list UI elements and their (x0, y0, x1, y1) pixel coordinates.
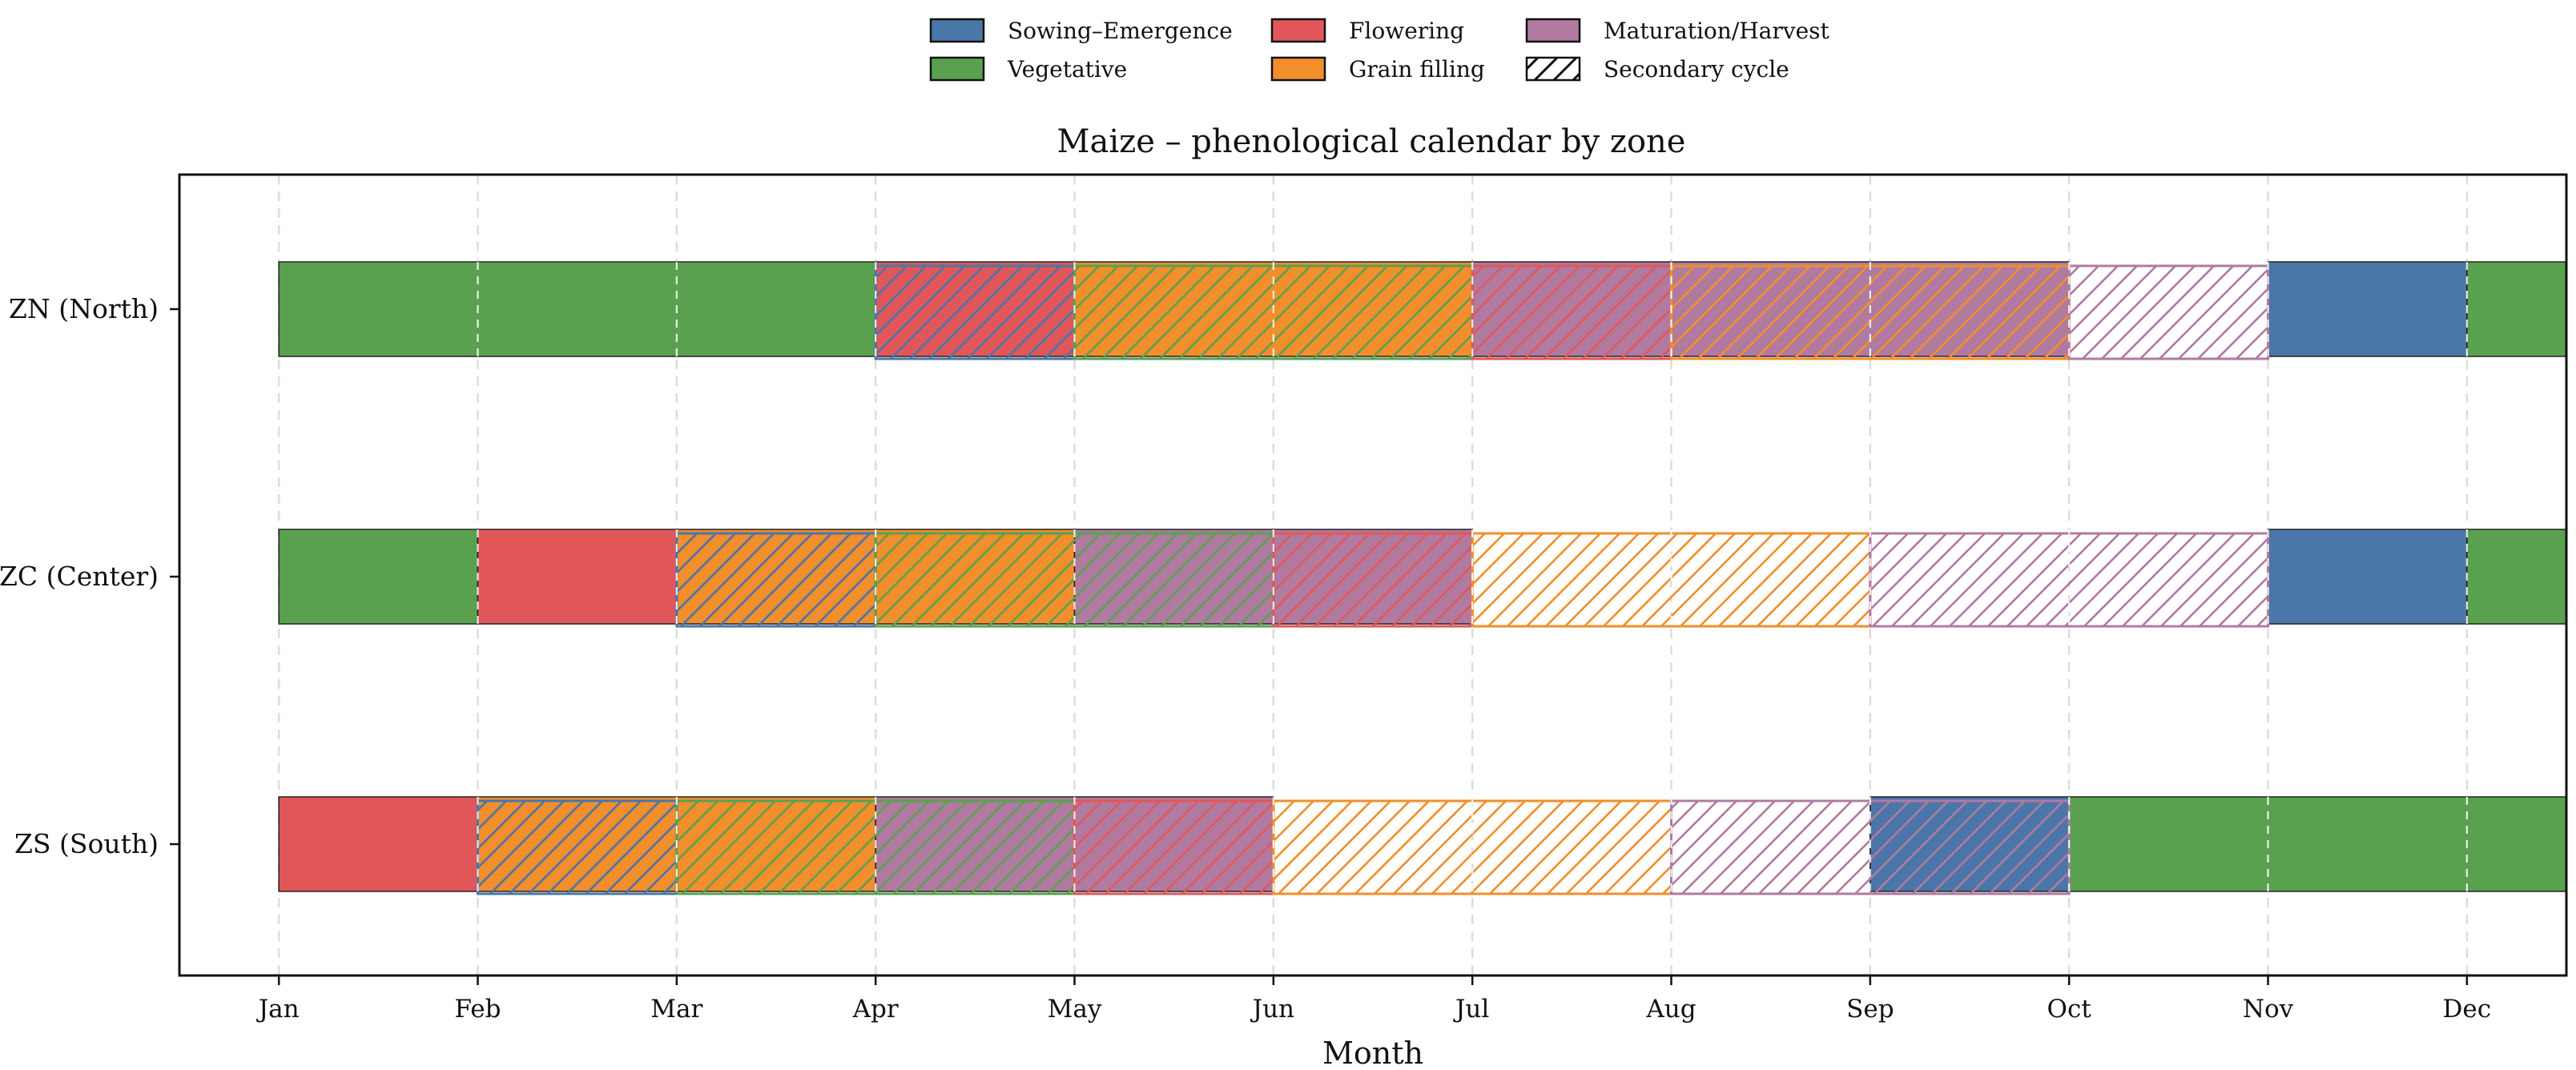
legend-label-vegetative: Vegetative (1007, 56, 1127, 82)
bar-main-1-sowing-4 (2267, 529, 2468, 625)
legend-label-secondary: Secondary cycle (1604, 56, 1789, 82)
bar-main-1-vegetative-5 (2466, 529, 2567, 625)
legend-item-flowering: Flowering (1270, 18, 1464, 44)
bar-main-1-flowering-1 (477, 529, 678, 625)
plot-frame (178, 173, 2568, 977)
x-tick-label-dec: Dec (2443, 995, 2492, 1024)
x-tick-label-apr: Apr (852, 995, 899, 1024)
x-tick-label-jun: Jun (1250, 995, 1294, 1024)
legend-swatch-flowering (1270, 18, 1326, 43)
legend-swatch-secondary (1525, 56, 1581, 82)
bar-secondary-2-sowing-0 (477, 799, 678, 895)
legend-item-grain: Grain filling (1270, 56, 1485, 82)
x-axis: Jan Feb Mar Apr May Jun Jul Aug Sep Oct Nov Dec (256, 975, 2491, 1024)
legend-label-flowering: Flowering (1349, 18, 1464, 44)
legend-swatch-sowing (929, 18, 985, 43)
x-tick-label-jul: Jul (1453, 995, 1489, 1024)
secondary-cycle-bars (477, 262, 2468, 896)
x-tick-label-aug: Aug (1645, 995, 1696, 1024)
bar-main-1-vegetative-0 (278, 529, 479, 625)
bar-main-0-vegetative-5 (2466, 261, 2567, 357)
legend-item-vegetative: Vegetative (929, 56, 1127, 82)
legend: Sowing–Emergence Vegetative Flowering Gr… (929, 18, 1830, 82)
bar-main-2-flowering-0 (278, 796, 479, 892)
legend-label-sowing: Sowing–Emergence (1008, 18, 1233, 44)
x-tick-label-may: May (1048, 995, 1102, 1024)
x-tick-label-feb: Feb (454, 995, 501, 1024)
y-tick-label-1: ZC (Center) (0, 561, 159, 592)
y-axis: ZN (North) ZC (Center) ZS (South) (0, 293, 179, 859)
legend-swatch-maturation (1525, 18, 1581, 43)
legend-swatch-grain (1270, 56, 1326, 82)
y-tick-label-2: ZS (South) (14, 828, 159, 859)
legend-label-grain: Grain filling (1349, 56, 1485, 82)
bar-secondary-2-flowering-2 (1073, 799, 1275, 895)
x-tick-label-oct: Oct (2047, 995, 2092, 1024)
bar-main-0-vegetative-0 (278, 261, 876, 357)
bar-main-0-sowing-4 (2267, 261, 2468, 357)
bar-main-2-vegetative-4 (2068, 796, 2567, 892)
x-tick-label-jan: Jan (256, 995, 300, 1024)
y-tick-label-0: ZN (North) (9, 293, 159, 324)
bar-secondary-1-sowing-0 (675, 532, 877, 628)
legend-item-maturation: Maturation/Harvest (1525, 18, 1830, 44)
legend-item-sowing: Sowing–Emergence (929, 18, 1233, 44)
x-tick-label-mar: Mar (650, 995, 702, 1024)
bar-secondary-0-sowing-0 (874, 264, 1076, 360)
x-axis-label: Month (1322, 1036, 1423, 1070)
legend-swatch-vegetative (929, 56, 985, 82)
bar-secondary-1-flowering-2 (1272, 532, 1474, 628)
legend-item-secondary: Secondary cycle (1525, 56, 1789, 82)
legend-label-maturation: Maturation/Harvest (1604, 18, 1830, 44)
bar-secondary-0-flowering-2 (1471, 264, 1672, 360)
chart-title: Maize – phenological calendar by zone (1057, 123, 1686, 160)
bar-secondary-0-maturation-4 (2067, 264, 2270, 360)
x-tick-label-sep: Sep (1846, 995, 1894, 1024)
x-tick-label-nov: Nov (2243, 995, 2294, 1024)
